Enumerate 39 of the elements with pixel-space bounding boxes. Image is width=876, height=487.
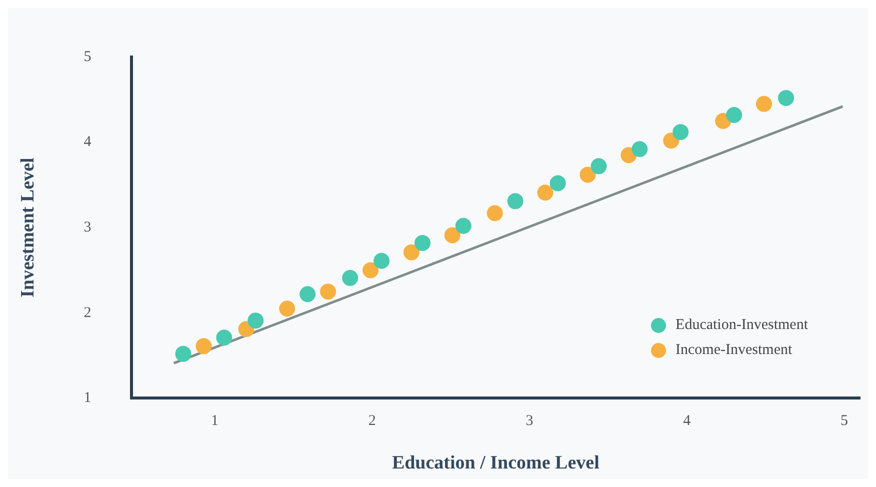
point — [196, 338, 212, 354]
point — [486, 205, 503, 222]
legend-label: Education-Investment — [676, 317, 808, 334]
legend-label: Income-Investment — [676, 342, 792, 359]
point — [580, 166, 596, 183]
y-tick-label: 3 — [84, 220, 92, 236]
point — [590, 158, 607, 174]
x-tick-label: 1 — [210, 413, 218, 430]
x-tick-label: 2 — [368, 413, 376, 430]
point — [175, 346, 192, 362]
y-tick-label: 4 — [84, 134, 92, 150]
point — [374, 252, 390, 269]
x-tick-label: 4 — [683, 413, 692, 430]
x-tick-label: 5 — [840, 413, 848, 430]
point — [672, 124, 689, 140]
y-tick-label: 5 — [84, 48, 92, 65]
point — [537, 184, 554, 201]
point — [726, 107, 742, 124]
point — [342, 270, 358, 286]
point — [632, 141, 648, 158]
point — [550, 175, 566, 192]
x-axis-title: Education / Income Level — [392, 452, 600, 474]
point — [362, 262, 379, 278]
point — [455, 218, 472, 234]
point — [778, 90, 794, 106]
point — [403, 244, 420, 260]
point — [300, 286, 316, 302]
point — [414, 234, 430, 251]
point — [248, 312, 264, 329]
y-axis-title: Investment Level — [17, 158, 38, 298]
point — [320, 284, 336, 300]
point — [216, 330, 232, 346]
point — [444, 227, 460, 244]
y-tick-label: 2 — [84, 304, 92, 321]
y-tick-label: 1 — [84, 390, 92, 406]
x-tick-label: 3 — [526, 413, 534, 430]
point — [756, 96, 772, 112]
point — [279, 300, 296, 317]
point — [507, 193, 524, 210]
